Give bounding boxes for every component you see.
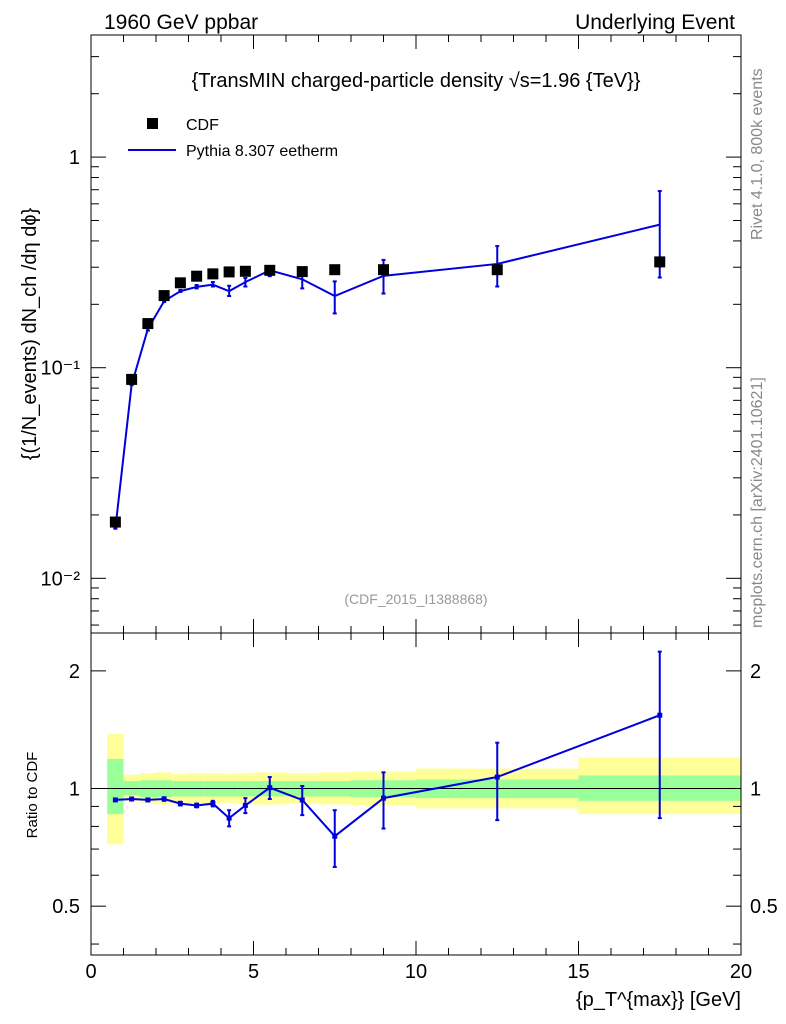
cdf-series [109,256,666,528]
ratio-point [112,797,118,803]
ratio-point [332,833,338,839]
ratio-point [210,801,216,807]
x-axis-label: {p_T^{max}} [GeV] [576,989,741,1011]
ratio-ticks [90,633,742,955]
cdf-marker [109,516,121,528]
ratio-y-tick-label: 1 [69,779,80,801]
ratio-point [129,796,135,802]
cdf-marker [207,268,219,280]
legend-pythia-label: Pythia 8.307 eetherm [186,143,338,160]
main-y-tick-label: 10⁻² [41,568,81,590]
ratio-point [194,802,200,808]
cdf-marker [378,264,389,276]
main-y-axis-label: {(1/N_events) dN_ch /dη dϕ} [19,207,41,460]
ratio-point [161,796,167,802]
cdf-marker [654,256,666,268]
cdf-marker [158,290,170,302]
main-tick-labels: 10⁻² 10⁻¹ 1 [41,147,81,590]
legend: CDF Pythia 8.307 eetherm [128,117,338,160]
x-tick-label: 20 [730,961,752,983]
ratio-y-tick-label-right: 1 [750,779,761,801]
rivet-label: Rivet 4.1.0, 800k events [749,68,766,240]
ratio-uncertainty-bands [107,733,741,845]
ratio-point [226,815,232,821]
ratio-panel: 0.5 0.5 1 1 2 2 Ratio to CDF [24,632,778,956]
ratio-point [299,797,305,803]
ratio-point [267,785,273,791]
ratio-point [381,795,386,801]
ratio-y-tick-label-right: 0.5 [750,896,778,918]
ratio-point [657,712,663,718]
ratio-point [242,802,248,808]
cdf-marker [264,264,276,276]
plot-title: {TransMIN charged-particle density √s=1.… [192,70,641,92]
mcplots-label: mcplots.cern.ch [arXiv:2401.10621] [749,377,766,628]
ratio-point [145,797,151,803]
main-panel: 10⁻² 10⁻¹ 1 (CDF_2015_I1388868) {TransMIN … [19,34,742,634]
header-left: 1960 GeV ppbar [104,11,258,34]
legend-cdf-marker [147,118,158,129]
ratio-point [494,774,500,780]
cdf-marker [126,373,138,385]
cdf-marker [191,270,203,282]
ratio-point [177,801,183,807]
ratio-tick-labels: 0.5 0.5 1 1 2 2 [52,661,778,918]
green-band-bin [107,758,124,815]
main-ticks [90,35,742,633]
ratio-y-axis-label: Ratio to CDF [24,752,41,839]
x-tick-label: 5 [248,961,259,983]
cdf-marker [239,265,251,277]
ratio-y-tick-label: 2 [69,661,80,683]
x-tick-labels: 0 5 10 15 20 [85,961,752,983]
x-tick-label: 10 [405,961,427,983]
x-tick-label: 15 [567,961,589,983]
ratio-y-tick-label: 0.5 [52,896,80,918]
cdf-marker [329,264,341,276]
header-right: Underlying Event [575,11,735,34]
main-y-tick-label: 10⁻¹ [41,358,81,380]
ratio-pythia-series [112,650,663,868]
cdf-marker [296,266,308,278]
pythia-series [113,190,662,530]
analysis-watermark: (CDF_2015_I1388868) [344,591,487,607]
cdf-marker [223,266,235,278]
cdf-marker [491,264,503,276]
x-tick-label: 0 [85,961,96,983]
legend-cdf-label: CDF [186,117,219,134]
ratio-y-tick-label-right: 2 [750,661,761,683]
cdf-marker [174,277,186,289]
main-y-tick-label: 1 [69,147,80,169]
cdf-marker [142,318,154,330]
